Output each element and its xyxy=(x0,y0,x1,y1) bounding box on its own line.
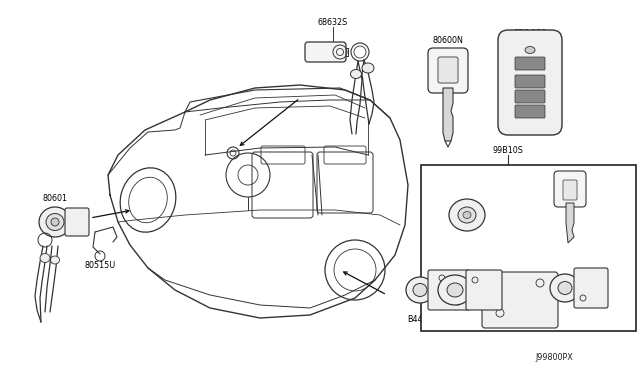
FancyBboxPatch shape xyxy=(305,42,346,62)
Ellipse shape xyxy=(46,214,64,231)
Bar xyxy=(421,165,636,331)
Ellipse shape xyxy=(39,207,71,237)
FancyBboxPatch shape xyxy=(65,208,89,236)
Ellipse shape xyxy=(40,253,50,263)
FancyBboxPatch shape xyxy=(428,270,470,310)
Ellipse shape xyxy=(550,274,580,302)
Ellipse shape xyxy=(406,277,434,303)
FancyBboxPatch shape xyxy=(515,90,545,103)
FancyBboxPatch shape xyxy=(466,270,502,310)
Ellipse shape xyxy=(449,199,485,231)
Ellipse shape xyxy=(51,218,59,226)
FancyBboxPatch shape xyxy=(498,30,562,135)
Text: SEC.843: SEC.843 xyxy=(487,250,520,260)
FancyBboxPatch shape xyxy=(554,171,586,207)
FancyBboxPatch shape xyxy=(574,268,608,308)
Ellipse shape xyxy=(413,283,427,296)
FancyBboxPatch shape xyxy=(438,57,458,83)
Text: B4460: B4460 xyxy=(407,315,433,324)
Text: (B4460M): (B4460M) xyxy=(487,263,525,273)
Text: 80600N: 80600N xyxy=(433,35,463,45)
Text: 99B10S: 99B10S xyxy=(493,145,524,154)
Ellipse shape xyxy=(463,212,471,218)
Text: <285E3>: <285E3> xyxy=(511,39,549,48)
Ellipse shape xyxy=(458,207,476,223)
FancyBboxPatch shape xyxy=(482,272,558,328)
Polygon shape xyxy=(443,88,453,141)
Polygon shape xyxy=(566,203,574,243)
Text: 68632S: 68632S xyxy=(318,17,348,26)
Text: SEC.253: SEC.253 xyxy=(513,29,547,38)
Ellipse shape xyxy=(51,256,60,264)
FancyBboxPatch shape xyxy=(428,48,468,93)
Ellipse shape xyxy=(447,283,463,297)
Text: 80515U: 80515U xyxy=(84,260,116,269)
FancyBboxPatch shape xyxy=(515,105,545,118)
FancyBboxPatch shape xyxy=(515,75,545,88)
FancyBboxPatch shape xyxy=(515,57,545,70)
Ellipse shape xyxy=(438,275,472,305)
Text: 80601: 80601 xyxy=(42,193,67,202)
Text: J99800PX: J99800PX xyxy=(535,353,573,362)
Ellipse shape xyxy=(362,63,374,73)
Ellipse shape xyxy=(351,70,362,78)
FancyBboxPatch shape xyxy=(563,180,577,200)
Ellipse shape xyxy=(558,282,572,295)
Ellipse shape xyxy=(525,46,535,54)
